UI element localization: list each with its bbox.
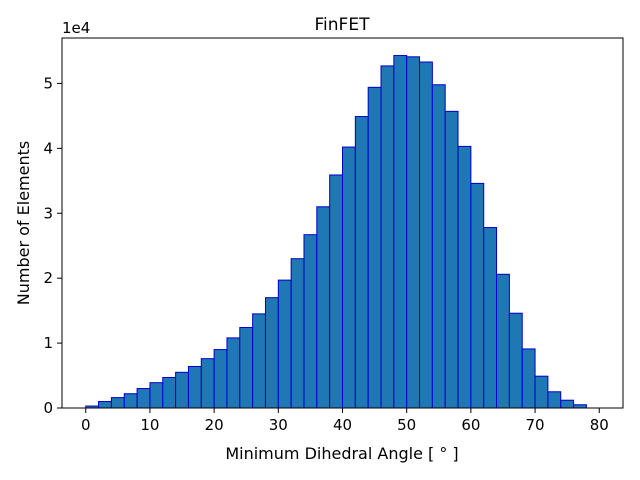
histogram-bar <box>136 388 151 409</box>
histogram-bar <box>393 55 408 409</box>
histogram-bar <box>123 393 138 409</box>
histogram-bar <box>316 206 331 409</box>
histogram-bar <box>560 399 575 409</box>
histogram-bar <box>329 174 344 409</box>
histogram-bar <box>547 391 562 409</box>
histogram-bar <box>406 56 421 409</box>
histogram-bar <box>239 327 254 409</box>
histogram-bar <box>457 145 472 409</box>
histogram-bar <box>419 61 433 409</box>
y-axis-ticks: 0 1 2 3 4 5 <box>43 74 62 417</box>
x-tick-label: 70 <box>526 416 545 434</box>
x-tick-label: 40 <box>333 416 352 434</box>
histogram-bar <box>342 146 356 409</box>
y-tick-label: 1 <box>43 334 53 352</box>
histogram-bar <box>508 312 523 409</box>
histogram-bar <box>483 227 498 409</box>
histogram-bar <box>303 234 318 409</box>
x-tick-label: 10 <box>140 416 159 434</box>
histogram-bar <box>175 371 189 409</box>
histogram-bar <box>162 376 177 409</box>
x-tick-label: 80 <box>590 416 609 434</box>
x-tick-label: 20 <box>205 416 224 434</box>
y-tick-label: 0 <box>43 399 53 417</box>
histogram-bar <box>290 258 305 409</box>
x-tick-label: 0 <box>81 416 91 434</box>
histogram-bar <box>110 397 125 409</box>
histogram-bar <box>431 84 446 409</box>
x-tick-label: 60 <box>461 416 480 434</box>
y-offset-label: 1e4 <box>62 19 90 37</box>
histogram-bar <box>470 182 485 409</box>
histogram-bar <box>354 116 369 409</box>
histogram-bar <box>496 273 510 409</box>
histogram-bar <box>521 348 536 409</box>
bars-group <box>85 55 587 409</box>
y-axis-title: Number of Elements <box>14 141 33 305</box>
histogram-bar <box>226 337 241 409</box>
chart-title: FinFET <box>315 15 371 35</box>
y-tick-label: 2 <box>43 269 53 287</box>
histogram-bar <box>98 401 112 409</box>
x-tick-label: 50 <box>397 416 416 434</box>
histogram-bar <box>200 358 215 409</box>
histogram-bar <box>277 279 292 409</box>
x-axis-ticks: 0 10 20 30 40 50 60 70 80 <box>81 408 609 434</box>
histogram-bar <box>213 349 228 409</box>
histogram-bar <box>380 65 395 409</box>
histogram-bar <box>252 313 266 409</box>
histogram-bar <box>367 86 382 409</box>
histogram-bar <box>187 365 202 409</box>
x-axis-title: Minimum Dihedral Angle [ ° ] <box>225 444 458 463</box>
histogram-bar <box>149 382 164 409</box>
histogram-bar <box>264 297 279 409</box>
x-tick-label: 30 <box>269 416 288 434</box>
y-tick-label: 4 <box>43 139 53 157</box>
y-tick-label: 3 <box>43 204 53 222</box>
histogram-bar <box>534 375 549 409</box>
histogram-bar <box>444 110 459 409</box>
y-tick-label: 5 <box>43 74 53 92</box>
